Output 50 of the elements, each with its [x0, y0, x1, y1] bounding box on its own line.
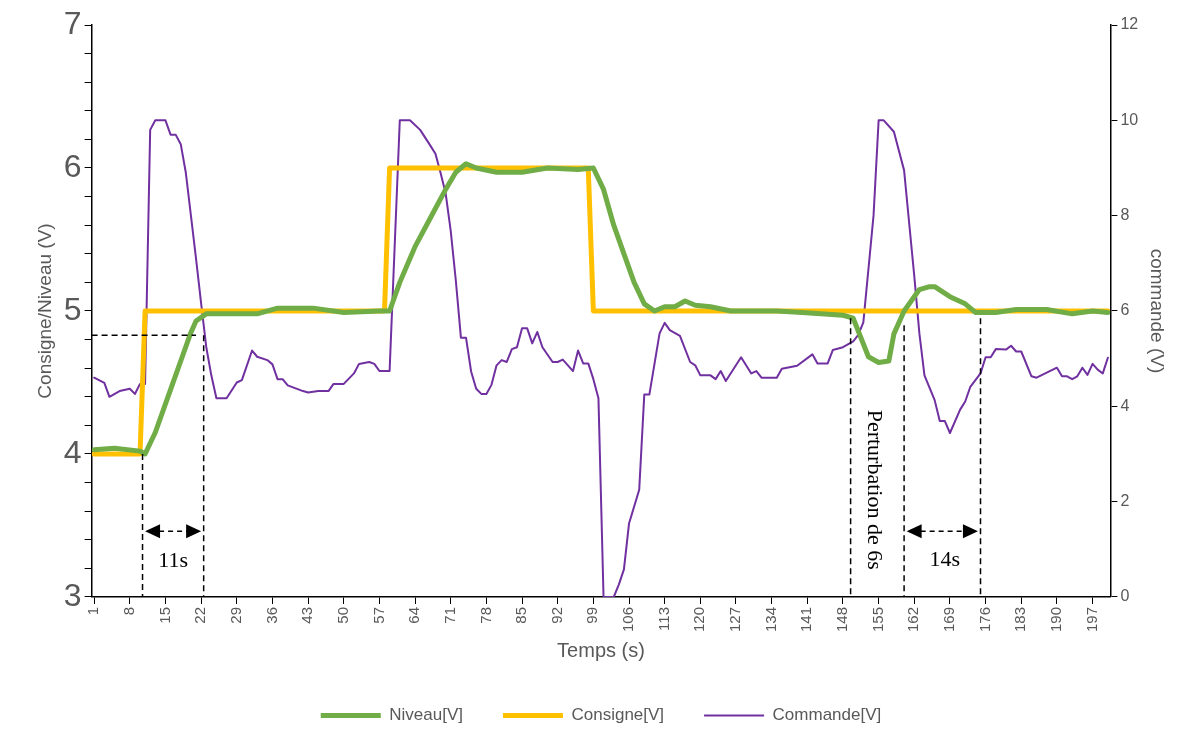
annotation: Perturbation de 6s [862, 409, 888, 570]
y2-tick-label: 2 [1120, 492, 1130, 510]
x-tick-label: 106 [619, 606, 637, 632]
x-tick-label: 78 [476, 606, 494, 624]
legend-label: Consigne[V] [571, 705, 665, 725]
x-tick-label: 197 [1082, 606, 1100, 632]
x-tick-label: 190 [1047, 606, 1065, 632]
y2-axis-title: commande (V) [1147, 248, 1169, 374]
x-tick-label: 92 [547, 606, 565, 624]
x-tick-label: 169 [940, 606, 958, 632]
x-tick-label: 8 [119, 606, 137, 616]
x-tick-label: 127 [726, 606, 744, 632]
y2-tick-label: 4 [1120, 396, 1130, 414]
y-axis-title: Consigne/Niveau (V) [33, 223, 55, 399]
y2-tick-label: 8 [1120, 206, 1130, 224]
y-tick-label: 7 [63, 4, 82, 41]
y2-tick-label: 10 [1120, 110, 1139, 128]
y-tick-label: 5 [63, 290, 82, 327]
x-tick-label: 50 [333, 606, 351, 624]
y-tick-label: 4 [63, 433, 82, 470]
x-tick-label: 71 [440, 606, 458, 624]
x-tick-label: 43 [298, 606, 316, 624]
x-tick-label: 120 [690, 606, 708, 632]
x-tick-label: 183 [1011, 606, 1029, 632]
x-tick-label: 148 [833, 606, 851, 632]
x-tick-label: 36 [262, 606, 280, 624]
x-tick-label: 155 [868, 606, 886, 632]
x-tick-label: 85 [512, 606, 530, 624]
x-tick-label: 64 [405, 606, 423, 624]
x-tick-label: 29 [226, 606, 244, 624]
x-tick-label: 162 [904, 606, 922, 632]
x-tick-label: 113 [654, 606, 672, 631]
y-tick-label: 3 [63, 576, 82, 613]
annotation: 14s [929, 545, 961, 571]
y2-tick-label: 0 [1120, 587, 1130, 605]
x-tick-label: 15 [155, 606, 173, 624]
y2-tick-label: 12 [1120, 15, 1139, 33]
legend-label: Niveau[V] [389, 705, 463, 725]
y-tick-label: 6 [63, 147, 82, 184]
x-tick-label: 22 [191, 606, 209, 624]
x-tick-label: 57 [369, 606, 387, 624]
x-axis-title: Temps (s) [557, 638, 645, 661]
x-tick-label: 1 [84, 606, 102, 616]
x-tick-label: 141 [797, 606, 815, 632]
annotation: 11s [158, 547, 188, 573]
x-tick-label: 176 [975, 606, 993, 632]
y2-tick-label: 6 [1120, 301, 1130, 319]
x-tick-label: 99 [583, 606, 601, 624]
x-tick-label: 134 [761, 606, 779, 632]
legend-label: Commande[V] [772, 705, 882, 725]
